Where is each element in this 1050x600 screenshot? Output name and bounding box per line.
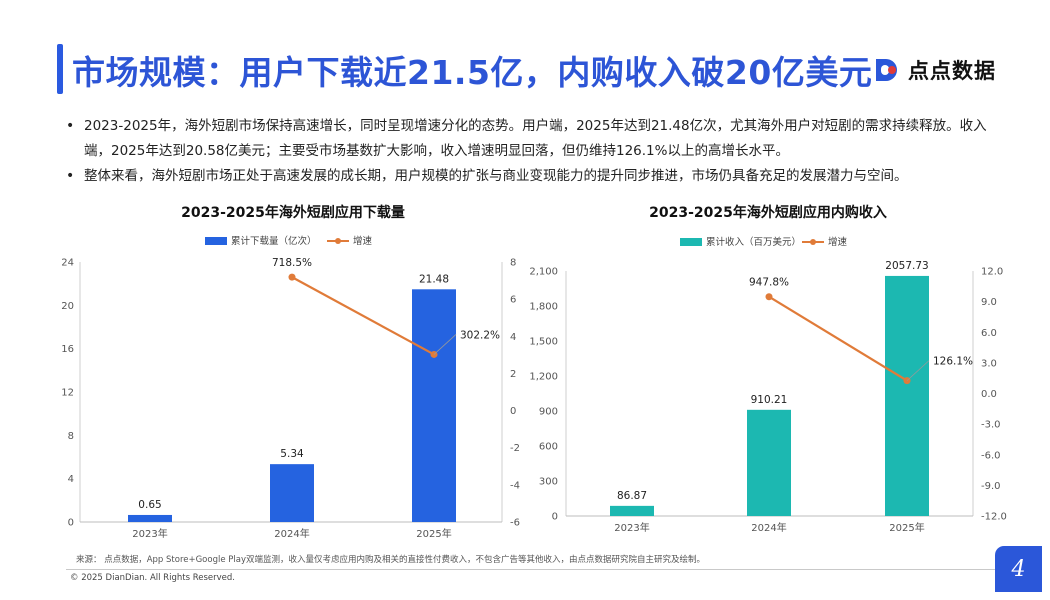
bar-value-label: 21.48 bbox=[419, 273, 449, 285]
growth-point bbox=[288, 273, 296, 281]
y-left-tick-label: 24 bbox=[61, 258, 74, 269]
y-right-tick-label: -6 bbox=[510, 518, 520, 529]
x-tick-label: 2024年 bbox=[274, 527, 309, 540]
y-left-tick-label: 16 bbox=[61, 344, 74, 355]
title-accent-bar bbox=[57, 44, 63, 94]
logo-icon bbox=[872, 55, 902, 85]
growth-label: 718.5% bbox=[272, 257, 312, 269]
legend-marker-line bbox=[335, 238, 341, 244]
chart-title: 2023-2025年海外短剧应用下载量 bbox=[181, 204, 405, 221]
footer-divider bbox=[66, 569, 996, 570]
y-right-tick-label: 0 bbox=[510, 406, 516, 417]
summary-bullets: 2023-2025年，海外短剧市场保持高速增长，同时呈现增速分化的态势。用户端，… bbox=[66, 114, 1006, 189]
summary-bullet: 整体来看，海外短剧市场正处于高速发展的成长期，用户规模的扩张与商业变现能力的提升… bbox=[66, 164, 1006, 189]
y-left-tick-label: 4 bbox=[68, 474, 74, 485]
legend-swatch-bar bbox=[205, 237, 227, 245]
growth-label: 302.2% bbox=[460, 329, 500, 341]
legend: 累计下载量（亿次） 增速 bbox=[205, 235, 373, 247]
summary-bullet: 2023-2025年，海外短剧市场保持高速增长，同时呈现增速分化的态势。用户端，… bbox=[66, 114, 1006, 164]
bar-value-label: 0.65 bbox=[138, 499, 161, 511]
bar bbox=[270, 464, 314, 522]
y-right-tick-label: 4 bbox=[510, 332, 516, 343]
x-tick-label: 2025年 bbox=[416, 527, 451, 540]
bar bbox=[128, 514, 172, 522]
y-right-tick-label: 2 bbox=[510, 369, 516, 380]
x-tick-label: 2023年 bbox=[132, 527, 167, 540]
y-left-tick-label: 8 bbox=[68, 431, 74, 442]
y-right-tick-label: -4 bbox=[510, 480, 520, 491]
page-number: 4 bbox=[995, 546, 1042, 592]
y-left-tick-label: 12 bbox=[61, 388, 74, 399]
legend-label-bar: 累计下载量（亿次） bbox=[231, 235, 317, 247]
logo-text: 点点数据 bbox=[908, 59, 996, 83]
y-right-tick-label: 6 bbox=[510, 295, 516, 306]
growth-line bbox=[291, 276, 435, 356]
bar bbox=[412, 289, 456, 522]
y-right-tick-label: -2 bbox=[510, 443, 520, 454]
logo: 点点数据 bbox=[872, 52, 996, 88]
y-right-tick-label: 8 bbox=[510, 258, 516, 269]
y-left-tick-label: 0 bbox=[68, 518, 74, 529]
y-left-tick-label: 20 bbox=[61, 301, 74, 312]
growth-label-leader bbox=[433, 334, 457, 355]
bar-value-label: 5.34 bbox=[280, 448, 304, 460]
source-note: 来源： 点点数据，App Store+Google Play双端监测，收入量仅考… bbox=[76, 555, 706, 565]
legend-label-line: 增速 bbox=[353, 235, 373, 247]
copyright: © 2025 DianDian. All Rights Reserved. bbox=[70, 573, 235, 583]
page-title: 市场规模：用户下载近21.5亿，内购收入破20亿美元 bbox=[72, 53, 873, 92]
